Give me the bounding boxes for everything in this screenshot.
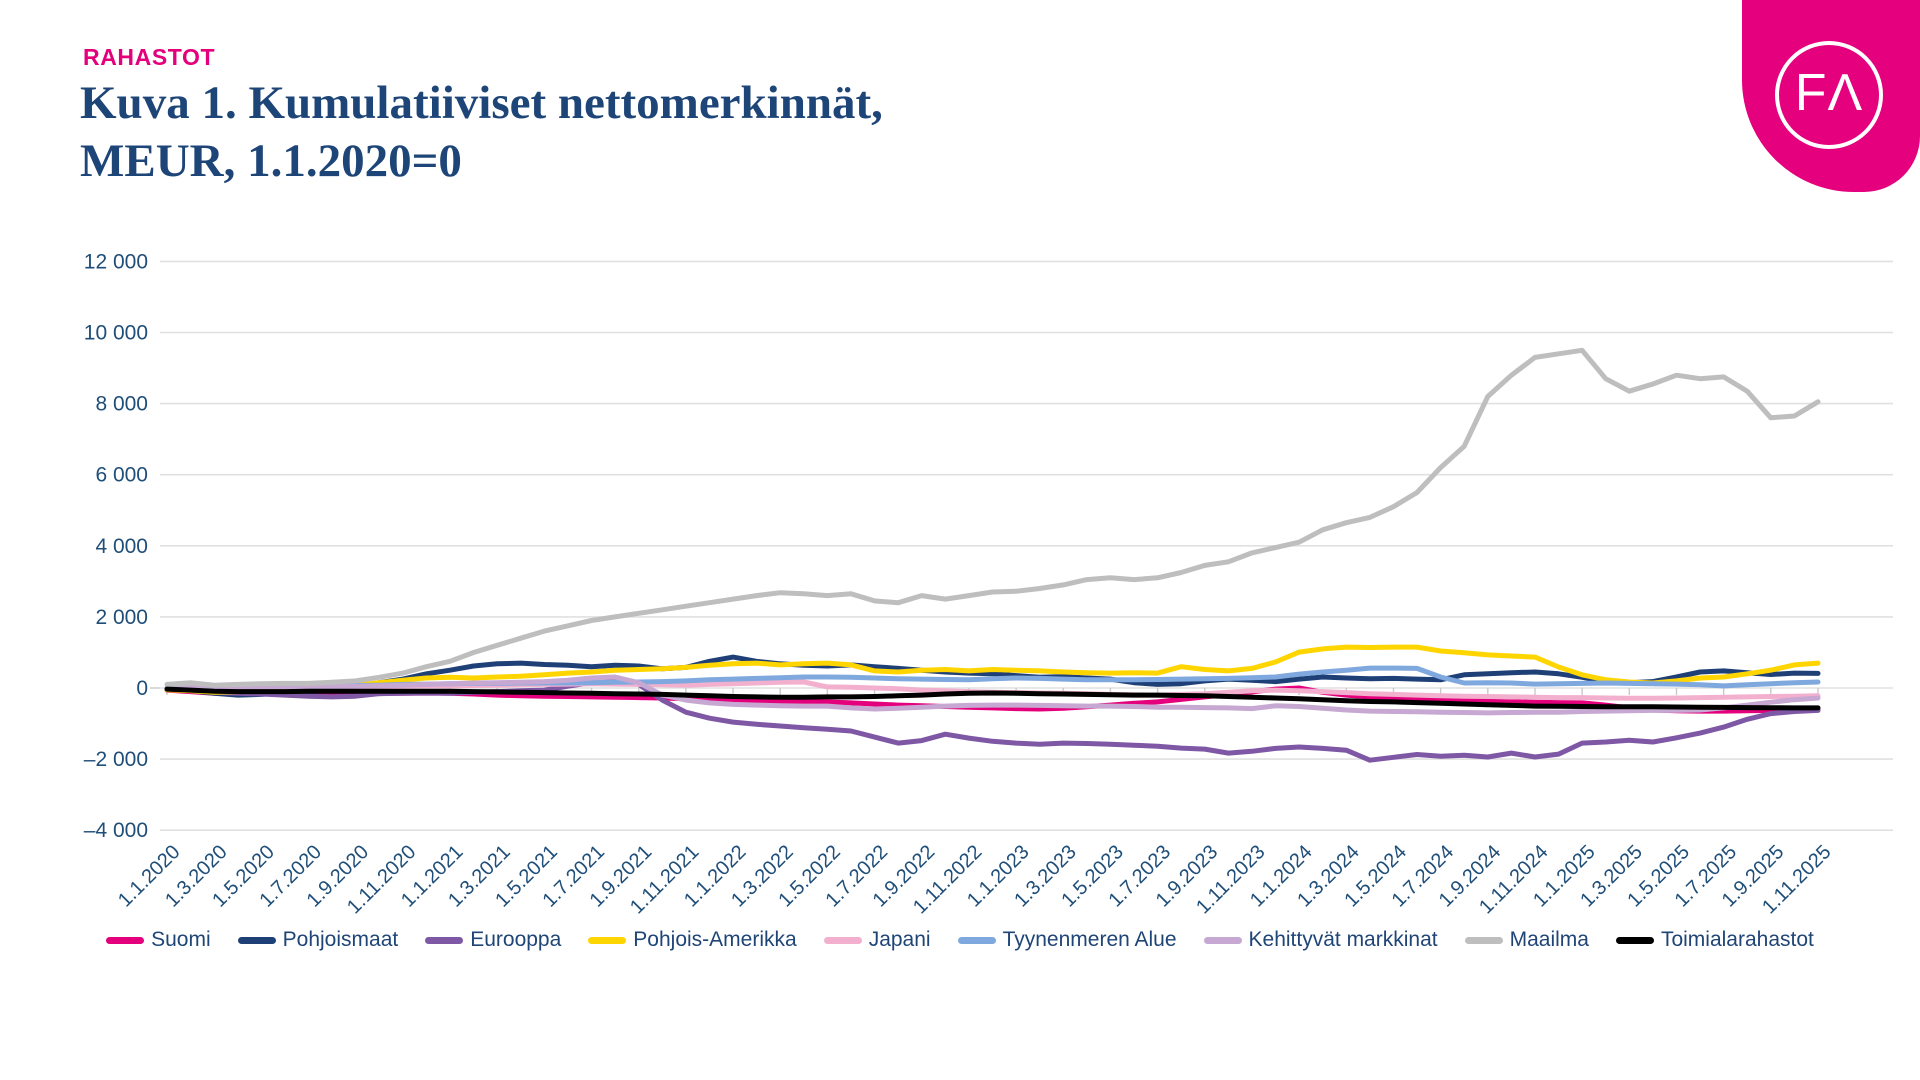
legend-label: Japani bbox=[868, 928, 931, 951]
series-line-toimialarahastot bbox=[164, 686, 1821, 711]
legend-item-kehittyv-t-markkinat: Kehittyvät markkinat bbox=[1203, 928, 1438, 952]
legend-item-toimialarahastot: Toimialarahastot bbox=[1615, 928, 1814, 952]
legend-label: Suomi bbox=[151, 928, 211, 951]
y-tick-label: 4 000 bbox=[95, 535, 148, 558]
legend-swatch bbox=[957, 936, 996, 944]
y-tick-label: 12 000 bbox=[84, 250, 148, 273]
legend-item-pohjois-amerikka: Pohjois-Amerikka bbox=[588, 928, 797, 952]
legend-label: Tyynenmeren Alue bbox=[1002, 928, 1177, 951]
y-tick-label: 6 000 bbox=[95, 464, 148, 487]
legend-label: Maailma bbox=[1509, 928, 1589, 951]
legend-swatch bbox=[588, 936, 627, 944]
y-tick-label: –2 000 bbox=[84, 748, 148, 771]
legend-item-pohjoismaat: Pohjoismaat bbox=[237, 928, 399, 952]
page-title-line1: Kuva 1. Kumulatiiviset nettomerkinnät, bbox=[80, 77, 883, 129]
legend-swatch bbox=[425, 936, 464, 944]
y-tick-label: 2 000 bbox=[95, 606, 148, 629]
legend-label: Pohjoismaat bbox=[282, 928, 399, 951]
page-title-line2: MEUR, 1.1.2020=0 bbox=[80, 135, 462, 188]
fa-logo-monogram: FΛ bbox=[1794, 64, 1864, 122]
fa-logo-ring: FΛ bbox=[1775, 41, 1883, 149]
legend-label: Kehittyvät markkinat bbox=[1248, 928, 1438, 951]
legend-swatch bbox=[1464, 936, 1503, 944]
series-line-pohjoismaat bbox=[164, 654, 1821, 698]
legend-swatch bbox=[823, 936, 862, 944]
series-line-pohjois-amerikka bbox=[164, 644, 1821, 695]
legend-label: Toimialarahastot bbox=[1660, 928, 1814, 951]
legend-swatch bbox=[237, 936, 276, 944]
y-tick-label: 10 000 bbox=[84, 322, 148, 345]
chart-legend: Suomi Pohjoismaat Eurooppa Pohjois-Amerikka… bbox=[0, 928, 1920, 952]
legend-swatch bbox=[1203, 936, 1242, 944]
legend-swatch bbox=[106, 936, 145, 944]
legend-item-eurooppa: Eurooppa bbox=[425, 928, 561, 952]
page-title: Kuva 1. Kumulatiiviset nettomerkinnät, M… bbox=[80, 74, 883, 191]
y-tick-label: 8 000 bbox=[95, 393, 148, 416]
legend-label: Eurooppa bbox=[470, 928, 562, 951]
series-line-kehittyv-t-markkinat bbox=[164, 674, 1821, 716]
y-tick-label: –4 000 bbox=[84, 819, 148, 842]
legend-label: Pohjois-Amerikka bbox=[633, 928, 797, 951]
legend-item-suomi: Suomi bbox=[106, 928, 211, 952]
series-line-maailma bbox=[164, 347, 1821, 688]
legend-item-maailma: Maailma bbox=[1464, 928, 1589, 952]
legend-item-japani: Japani bbox=[823, 928, 931, 952]
legend-swatch bbox=[1615, 936, 1654, 944]
y-tick-label: 0 bbox=[136, 677, 148, 700]
section-kicker: RAHASTOT bbox=[83, 44, 216, 70]
legend-item-tyynenmeren-alue: Tyynenmeren Alue bbox=[957, 928, 1177, 952]
